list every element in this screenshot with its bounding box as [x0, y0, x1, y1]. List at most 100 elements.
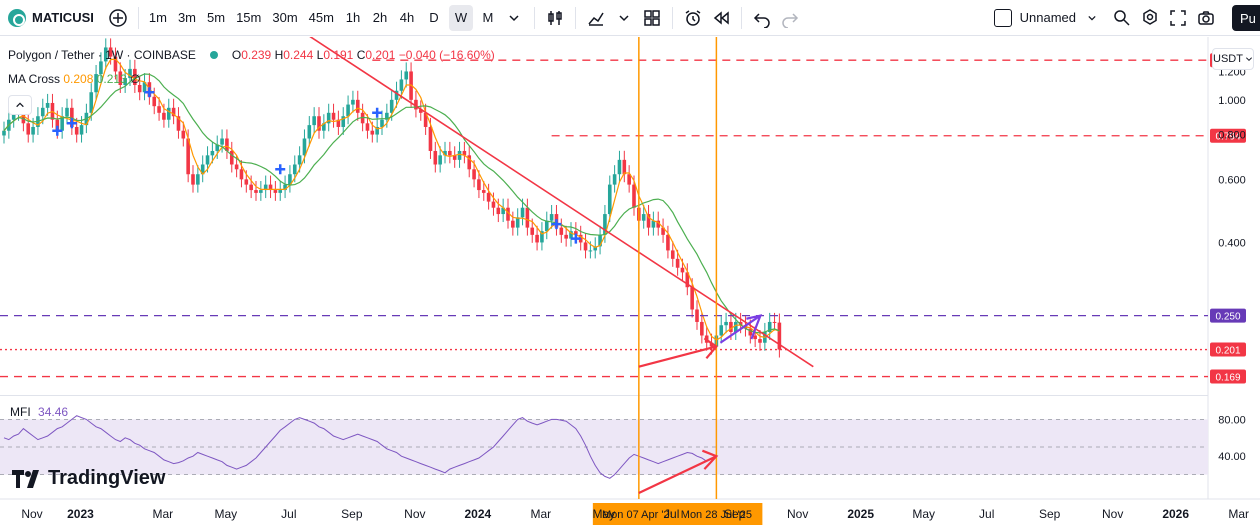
timeframe-5m[interactable]: 5m	[207, 10, 226, 25]
candle	[2, 130, 6, 136]
rewind-icon	[713, 10, 729, 25]
candle	[70, 107, 74, 127]
candle	[394, 90, 399, 100]
candle	[564, 234, 568, 239]
ma-cross-marker	[52, 125, 63, 136]
timeframe-15m[interactable]: 15m	[236, 10, 262, 25]
candle	[544, 220, 549, 232]
candle	[205, 155, 210, 165]
fullscreen-icon	[1170, 9, 1186, 26]
candle	[622, 159, 627, 175]
candle	[389, 99, 394, 113]
level-label: 0.201	[1215, 346, 1240, 357]
candle	[89, 92, 94, 113]
redo-button[interactable]	[776, 4, 804, 32]
candle	[603, 214, 607, 235]
candle	[661, 227, 665, 235]
time-tick-label: 2024	[464, 507, 491, 521]
settings-button[interactable]	[1136, 4, 1164, 32]
candles	[2, 38, 782, 358]
price-tick-label: 1.000	[1218, 95, 1246, 107]
timeframe-W[interactable]: W	[448, 4, 473, 31]
candle	[772, 321, 777, 323]
chart-type-button[interactable]	[541, 4, 569, 32]
indicators-dropdown[interactable]	[610, 4, 638, 32]
candle	[210, 150, 215, 156]
quick-search-button[interactable]	[1108, 4, 1136, 32]
timeframe-4h[interactable]: 4h	[399, 10, 415, 25]
candle	[244, 179, 249, 185]
candle	[26, 123, 31, 135]
divider	[740, 6, 742, 29]
symbol-search[interactable]: MATICUSI	[0, 0, 104, 36]
timeframe-dropdown[interactable]	[500, 4, 528, 32]
currency-selector[interactable]: USDT	[1212, 48, 1254, 70]
candle	[632, 184, 636, 208]
time-tick-label: Sep	[341, 507, 363, 521]
timeframe-M[interactable]: M	[482, 10, 494, 25]
publish-button[interactable]: Pu	[1232, 5, 1260, 31]
time-tick-label: 2023	[67, 507, 94, 521]
snapshot-button[interactable]	[1192, 4, 1220, 32]
divider	[137, 6, 139, 29]
compare-symbol-button[interactable]	[104, 4, 132, 32]
candle	[297, 155, 302, 165]
tradingview-watermark[interactable]: TradingView	[12, 467, 165, 490]
fullscreen-button[interactable]	[1164, 4, 1192, 32]
divider	[533, 6, 535, 29]
ma-slow-line	[3, 73, 780, 334]
undo-button[interactable]	[748, 4, 776, 32]
candle	[559, 227, 564, 235]
ma-cross-marker	[372, 107, 383, 118]
ma-slow-value: 0.213	[96, 72, 127, 86]
chart-area[interactable]: 1.2900.7940.2500.2010.1691.2001.0000.800…	[0, 37, 1260, 527]
candle	[137, 84, 142, 93]
ma-legend[interactable]: MA Cross 0.208 0.213 ∅	[8, 72, 141, 86]
candle	[651, 220, 656, 228]
trendline	[309, 37, 814, 368]
timeframe-1m[interactable]: 1m	[148, 10, 167, 25]
timeframe-2h[interactable]: 2h	[372, 10, 388, 25]
candle	[351, 99, 355, 105]
collapse-legend-button[interactable]	[8, 95, 32, 115]
candle	[496, 207, 501, 215]
mfi-legend[interactable]: MFI 34.46	[10, 405, 68, 419]
replay-button[interactable]	[707, 4, 735, 32]
candle	[254, 190, 258, 193]
time-tick-label: Nov	[404, 507, 425, 521]
candle	[733, 321, 738, 332]
legend-ohlc: O0.239 H0.244 L0.191 C0.201 −0.040 (−16.…	[231, 48, 495, 62]
candle	[239, 169, 244, 180]
templates-button[interactable]	[638, 4, 666, 32]
chevron-down-icon	[1245, 57, 1252, 62]
level-label-bg	[1210, 128, 1246, 143]
candle	[486, 192, 491, 202]
timeframe-1h[interactable]: 1h	[345, 10, 361, 25]
mfi-value: 34.46	[38, 405, 69, 419]
chart-canvas[interactable]: 1.2900.7940.2500.2010.1691.2001.0000.800…	[0, 37, 1260, 527]
divider	[574, 6, 576, 29]
ma-label: MA Cross	[8, 72, 61, 86]
timeframe-D[interactable]: D	[429, 10, 439, 25]
timeframe-3m[interactable]: 3m	[177, 10, 196, 25]
ma-fast-line	[3, 58, 780, 341]
indicators-button[interactable]	[582, 4, 610, 32]
candle	[777, 322, 782, 350]
candle	[55, 119, 60, 131]
candle	[302, 138, 307, 156]
candle	[79, 125, 84, 135]
candle	[414, 99, 418, 110]
camera-icon	[1198, 10, 1214, 25]
timeframe-30m[interactable]: 30m	[272, 10, 298, 25]
candle	[307, 125, 312, 139]
market-status-icon	[209, 51, 218, 59]
candle	[181, 130, 186, 139]
candle	[385, 112, 389, 120]
time-tick-label: May	[912, 507, 935, 521]
timeframe-45m[interactable]: 45m	[308, 10, 334, 25]
alert-button[interactable]	[679, 4, 707, 32]
candle	[593, 246, 598, 251]
level-label: 0.250	[1215, 312, 1240, 323]
candle	[670, 250, 675, 259]
layout-selector[interactable]: Unnamed	[986, 8, 1108, 27]
